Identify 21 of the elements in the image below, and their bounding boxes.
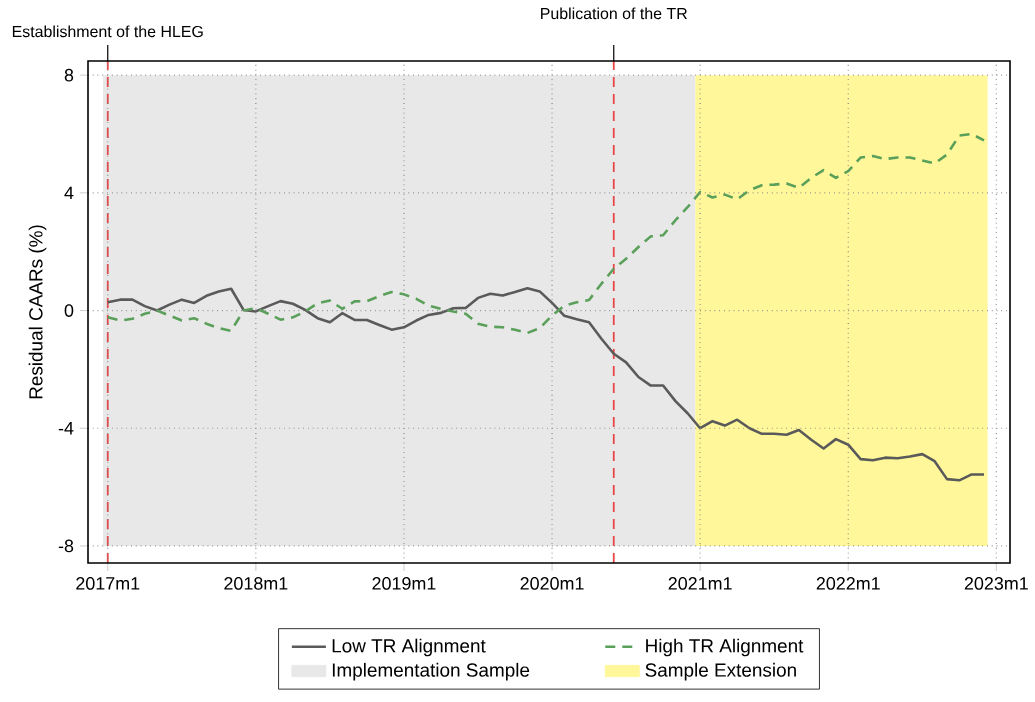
x-tick-label: 2020m1 <box>520 577 584 590</box>
y-tick-label: 4 <box>64 186 74 199</box>
y-tick-label: 0 <box>64 304 74 317</box>
line-series <box>106 286 986 482</box>
y-tick-label: 8 <box>64 68 74 82</box>
legend-label: Implementation Sample <box>332 662 530 681</box>
x-tick-label: 2021m1 <box>668 577 732 590</box>
x-tick-label: 2018m1 <box>224 577 288 590</box>
line-series <box>106 132 986 335</box>
legend-label: Sample Extension <box>645 662 796 681</box>
legend-label: Low TR Alignment <box>332 638 486 657</box>
x-tick-label: 2017m1 <box>76 577 140 590</box>
x-tick-label: 2022m1 <box>816 577 880 590</box>
x-tick-label: 2023m1 <box>964 577 1028 590</box>
y-axis-title: Residual CAARs (%) <box>28 225 47 399</box>
ref-line-label: Publication of the TR <box>541 7 687 20</box>
y-tick-label: -8 <box>58 539 74 553</box>
legend-label: High TR Alignment <box>646 638 804 657</box>
x-tick-label: 2019m1 <box>372 577 436 590</box>
y-tick-label: -4 <box>58 422 74 435</box>
ref-line-label: Establishment of the HLEG <box>12 25 203 38</box>
